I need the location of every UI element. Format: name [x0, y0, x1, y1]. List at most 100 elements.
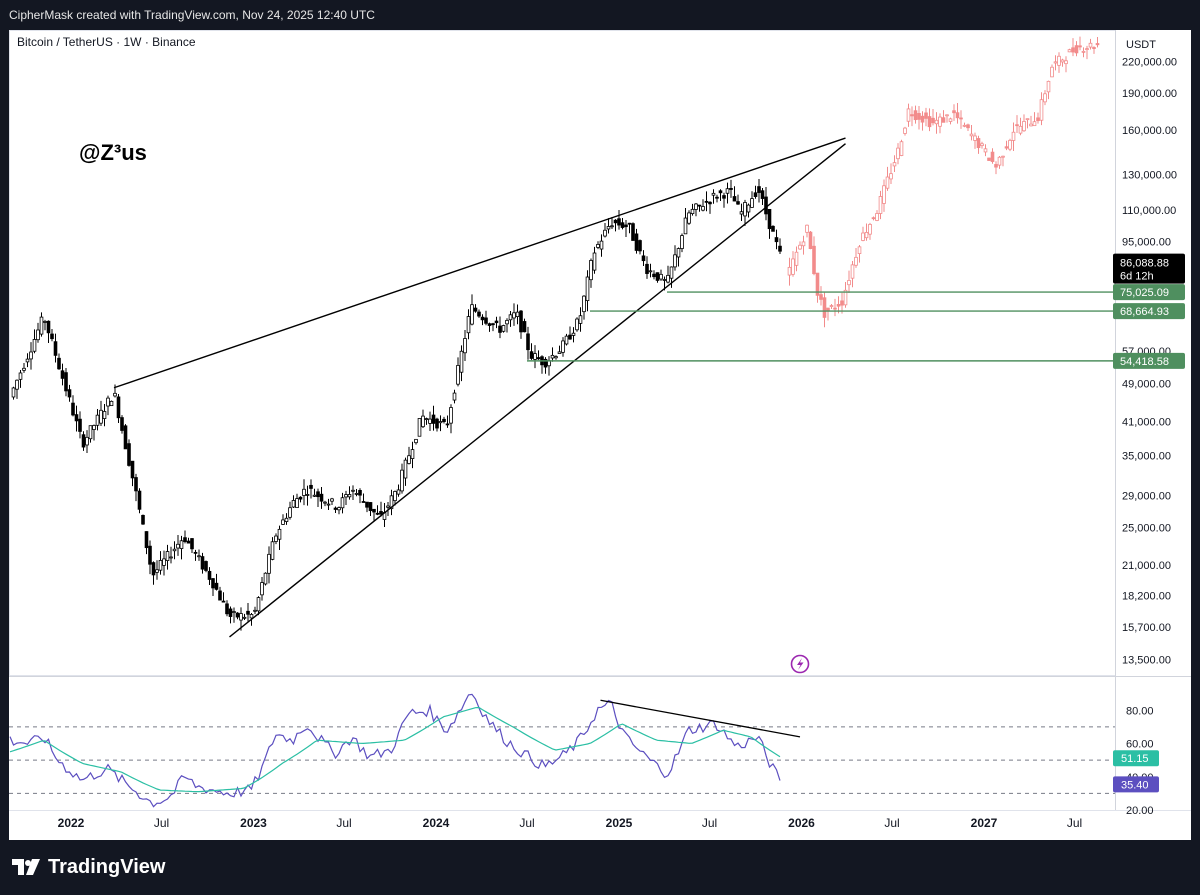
historical-candle: [186, 540, 191, 544]
time-axis-ticks: 2022 Jul 2023 Jul 2024 Jul 2025 Jul 2026 Jul 2027 J…: [58, 816, 1083, 830]
historical-candle: [144, 531, 149, 549]
historical-candle: [309, 484, 313, 489]
projection-candle: [850, 264, 855, 279]
price-axis-ticks: 13,500.00 15,700.00 18,200.00 21,000.00 25,0…: [1122, 57, 1177, 667]
historical-candle: [207, 570, 212, 580]
projection-candle: [966, 124, 970, 129]
projection-candle: [864, 232, 869, 239]
historical-candle: [22, 367, 26, 371]
tradingview-logo[interactable]: TradingView: [12, 853, 165, 881]
chart-panel[interactable]: Bitcoin / TetherUS · 1W · Binance @Z³us …: [9, 30, 1191, 840]
footer-bar: [0, 840, 1200, 895]
projection-candle: [1057, 55, 1061, 66]
time-tick-label: 2022: [58, 816, 85, 830]
historical-candle: [652, 273, 656, 278]
projection-candle: [976, 138, 981, 149]
historical-candle: [743, 202, 747, 217]
historical-candle: [375, 512, 380, 515]
historical-candle: [753, 192, 758, 197]
projection-candle: [1050, 66, 1054, 78]
last-price-tag: [1113, 253, 1185, 284]
historical-candle: [771, 225, 775, 232]
historical-candle: [221, 600, 226, 603]
historical-candle: [484, 317, 488, 324]
historical-candle: [449, 407, 453, 424]
projection-candle: [1011, 131, 1016, 141]
historical-candle: [578, 315, 583, 324]
historical-candle: [487, 323, 492, 326]
time-tick-label: 2025: [606, 816, 633, 830]
historical-candle: [81, 434, 86, 448]
historical-candle: [151, 562, 156, 576]
historical-candle: [228, 608, 233, 617]
historical-candle: [113, 392, 117, 397]
tradingview-logo-icon: [12, 859, 40, 875]
historical-candle: [428, 418, 432, 424]
rsi-value-tag: [1113, 776, 1159, 793]
historical-candle: [645, 263, 649, 274]
projection-candle: [1015, 124, 1019, 127]
historical-candle: [571, 332, 576, 336]
historical-candle: [183, 537, 187, 542]
historical-candle: [60, 370, 65, 379]
historical-candle: [351, 489, 355, 492]
historical-candle: [312, 494, 317, 497]
attribution-text: CipherMask created with TradingView.com,…: [9, 8, 375, 22]
historical-candle: [403, 459, 408, 479]
historical-candle: [281, 519, 285, 525]
last-price-countdown: 6d 12h: [1120, 271, 1154, 283]
historical-candle: [11, 387, 16, 398]
historical-candle: [421, 415, 425, 428]
historical-candle: [74, 414, 79, 422]
time-tick-label: Jul: [336, 816, 351, 830]
time-tick-label: Jul: [702, 816, 717, 830]
historical-candle: [529, 351, 534, 359]
historical-candle: [596, 243, 600, 248]
projection-candle: [885, 176, 890, 189]
projection-candle: [1074, 45, 1079, 54]
historical-candle: [365, 501, 369, 508]
chart-svg[interactable]: Bitcoin / TetherUS · 1W · Binance @Z³us …: [9, 30, 1191, 840]
projection-candle: [1025, 118, 1030, 121]
historical-candle: [491, 323, 495, 326]
historical-candle: [634, 233, 639, 251]
historical-candle: [711, 192, 716, 196]
historical-candle: [610, 225, 614, 228]
last-price-label: 86,088.88: [1120, 258, 1169, 270]
projection-candle: [920, 115, 925, 123]
projection-candle: [857, 246, 862, 254]
support-level-label: 75,025.09: [1120, 287, 1169, 299]
historical-candle: [662, 279, 667, 281]
projection-candle: [945, 114, 949, 117]
projection-candle: [1029, 123, 1033, 127]
historical-candle: [109, 400, 114, 407]
projection-candle: [906, 108, 911, 122]
historical-candle: [116, 396, 121, 419]
historical-candle: [326, 503, 331, 506]
historical-candle: [718, 190, 723, 194]
historical-candle: [190, 538, 194, 550]
historical-candle: [253, 609, 257, 612]
historical-candle: [739, 211, 744, 215]
wedge-trendlines: [113, 137, 846, 638]
historical-candle: [704, 200, 709, 203]
historical-candle: [533, 353, 537, 360]
rsi-ma-value-label: 51.15: [1121, 753, 1149, 765]
historical-candle: [536, 357, 541, 360]
historical-candle: [263, 572, 268, 585]
historical-candle: [557, 351, 562, 354]
projection-candle: [801, 241, 806, 247]
lightning-icon[interactable]: [790, 654, 810, 674]
historical-candle: [757, 186, 761, 193]
historical-candle: [302, 488, 306, 496]
projection-candle: [798, 244, 802, 250]
historical-candle: [15, 379, 19, 390]
historical-candle: [18, 372, 23, 380]
tradingview-logo-text: TradingView: [48, 855, 166, 878]
historical-candle: [760, 190, 765, 199]
historical-candle: [267, 553, 271, 574]
price-tick-label: 13,500.00: [1122, 655, 1171, 667]
historical-candle: [414, 438, 418, 444]
historical-candle: [550, 354, 555, 359]
historical-candle: [774, 237, 779, 243]
